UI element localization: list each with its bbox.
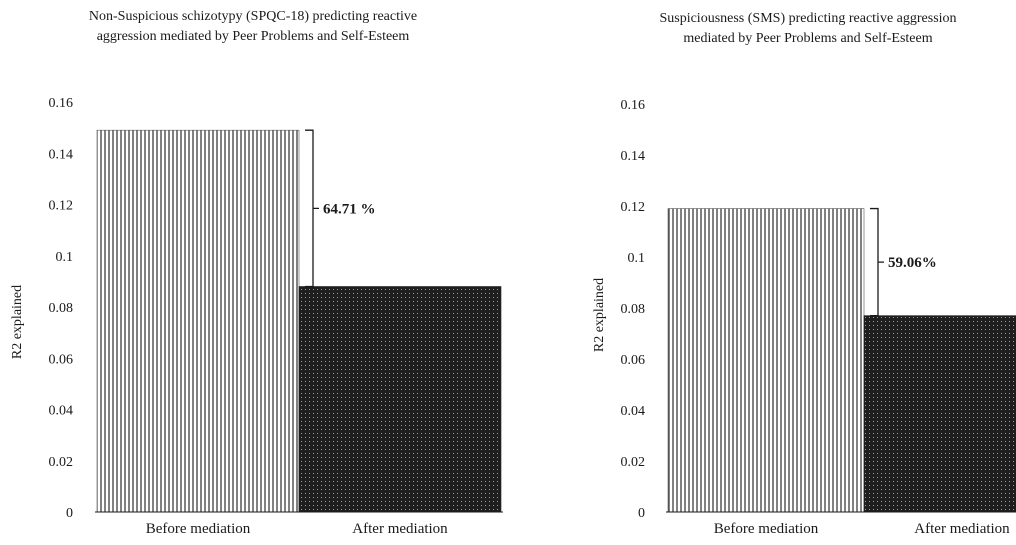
- category-label-after-mediation: After mediation: [914, 521, 1010, 537]
- y-tick-label: 0.08: [621, 302, 646, 317]
- chart-2-annotation: 59.06%: [888, 255, 937, 271]
- y-tick-label: 0.12: [49, 199, 74, 214]
- y-tick-label: 0.12: [621, 200, 646, 215]
- y-tick-label: 0.14: [621, 149, 646, 164]
- y-tick-label: 0.16: [49, 96, 74, 111]
- chart-1-category-labels: Before mediation After mediation: [146, 521, 448, 537]
- chart-2: Suspiciousness (SMS) predicting reactive…: [592, 11, 1016, 537]
- chart-1-bracket: [305, 129, 319, 288]
- chart-1-y-axis-label: R2 explained: [10, 285, 25, 359]
- bar-before-mediation: [667, 208, 865, 513]
- category-label-before-mediation: Before mediation: [714, 521, 819, 537]
- chart-1-y-ticks: 0 0.02 0.04 0.06 0.08 0.1 0.12 0.14 0.16: [49, 96, 74, 521]
- y-tick-label: 0.16: [621, 98, 646, 113]
- chart-1-title-line-2: aggression mediated by Peer Problems and…: [97, 29, 410, 44]
- y-tick-label: 0: [66, 506, 73, 521]
- chart-1-annotation: 64.71 %: [323, 201, 376, 217]
- y-tick-label: 0.06: [49, 352, 74, 367]
- y-tick-label: 0.08: [49, 301, 74, 316]
- category-label-after-mediation: After mediation: [352, 521, 448, 537]
- chart-1: Non-Suspicious schizotypy (SPQC-18) pred…: [10, 9, 503, 537]
- y-tick-label: 0.1: [628, 251, 646, 266]
- y-tick-label: 0.1: [56, 250, 74, 265]
- chart-2-title-line-1: Suspiciousness (SMS) predicting reactive…: [659, 11, 956, 26]
- chart-1-title-line-1: Non-Suspicious schizotypy (SPQC-18) pred…: [89, 9, 417, 24]
- y-tick-label: 0.04: [49, 404, 74, 419]
- chart-2-bracket: [870, 207, 884, 317]
- chart-2-title-line-2: mediated by Peer Problems and Self-Estee…: [683, 31, 932, 46]
- bar-after-mediation: [298, 286, 502, 513]
- chart-2-y-ticks: 0 0.02 0.04 0.06 0.08 0.1 0.12 0.14 0.16: [621, 98, 646, 521]
- y-tick-label: 0.14: [49, 147, 74, 162]
- y-tick-label: 0.06: [621, 353, 646, 368]
- chart-2-bars: [667, 208, 1016, 513]
- chart-2-y-axis-label: R2 explained: [592, 278, 607, 352]
- category-label-before-mediation: Before mediation: [146, 521, 251, 537]
- y-tick-label: 0.02: [621, 455, 646, 470]
- chart-2-category-labels: Before mediation After mediation: [714, 521, 1010, 537]
- y-tick-label: 0: [638, 506, 645, 521]
- chart-1-bars: [96, 129, 502, 513]
- bar-before-mediation: [96, 129, 300, 513]
- y-tick-label: 0.02: [49, 455, 74, 470]
- y-tick-label: 0.04: [621, 404, 646, 419]
- bar-after-mediation: [863, 315, 1016, 513]
